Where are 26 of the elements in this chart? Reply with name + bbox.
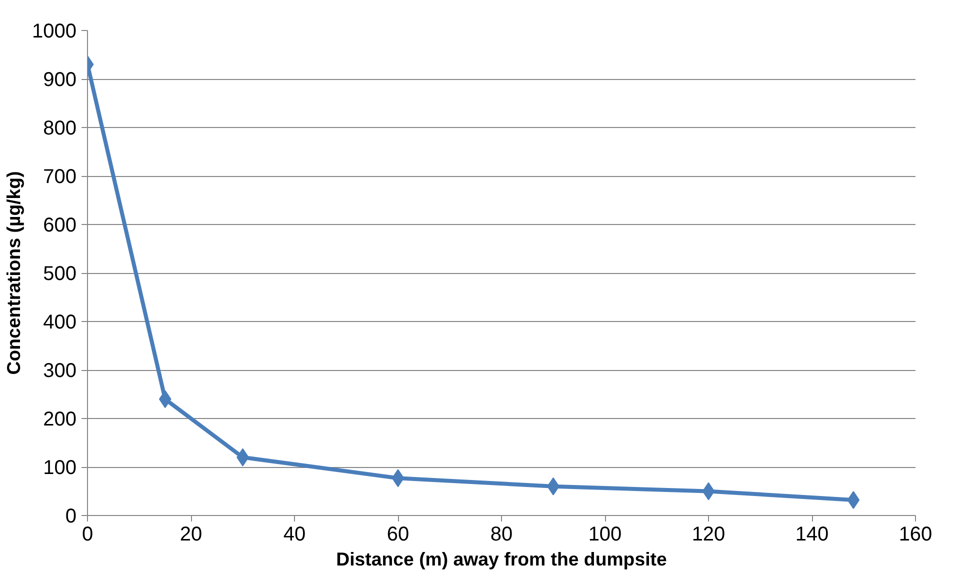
point <box>847 490 860 509</box>
point <box>158 390 172 408</box>
x-tick-label: 140 <box>795 524 829 546</box>
x-tick-label: 100 <box>588 524 622 546</box>
x-tick-label: 0 <box>82 524 94 546</box>
y-tick-label: 100 <box>43 457 77 479</box>
x-tick-label: 60 <box>386 524 410 546</box>
x-tick-label: 120 <box>692 524 726 546</box>
x-axis-title: Distance (m) away from the dumpsite <box>336 548 667 570</box>
y-tick-label: 800 <box>43 118 77 140</box>
point <box>702 482 715 500</box>
x-tick-label: 80 <box>490 524 513 546</box>
y-axis-title: Concentrations (µg/kg) <box>3 171 24 375</box>
y-tick-label: 200 <box>43 408 77 430</box>
y-tick-label: 400 <box>43 312 77 334</box>
point <box>392 469 404 488</box>
y-tick-label: 0 <box>65 506 76 528</box>
y-tick-label: 700 <box>43 166 77 188</box>
x-tick-label: 160 <box>898 524 932 546</box>
y-tick-label: 900 <box>43 69 77 91</box>
y-tick-label: 1000 <box>32 20 77 42</box>
y-tick-label: 300 <box>43 360 77 382</box>
y-tick-label: 600 <box>43 214 77 236</box>
x-tick-label: 40 <box>283 524 306 546</box>
y-tick-label: 500 <box>43 263 77 285</box>
x-tick-label: 20 <box>180 524 202 546</box>
